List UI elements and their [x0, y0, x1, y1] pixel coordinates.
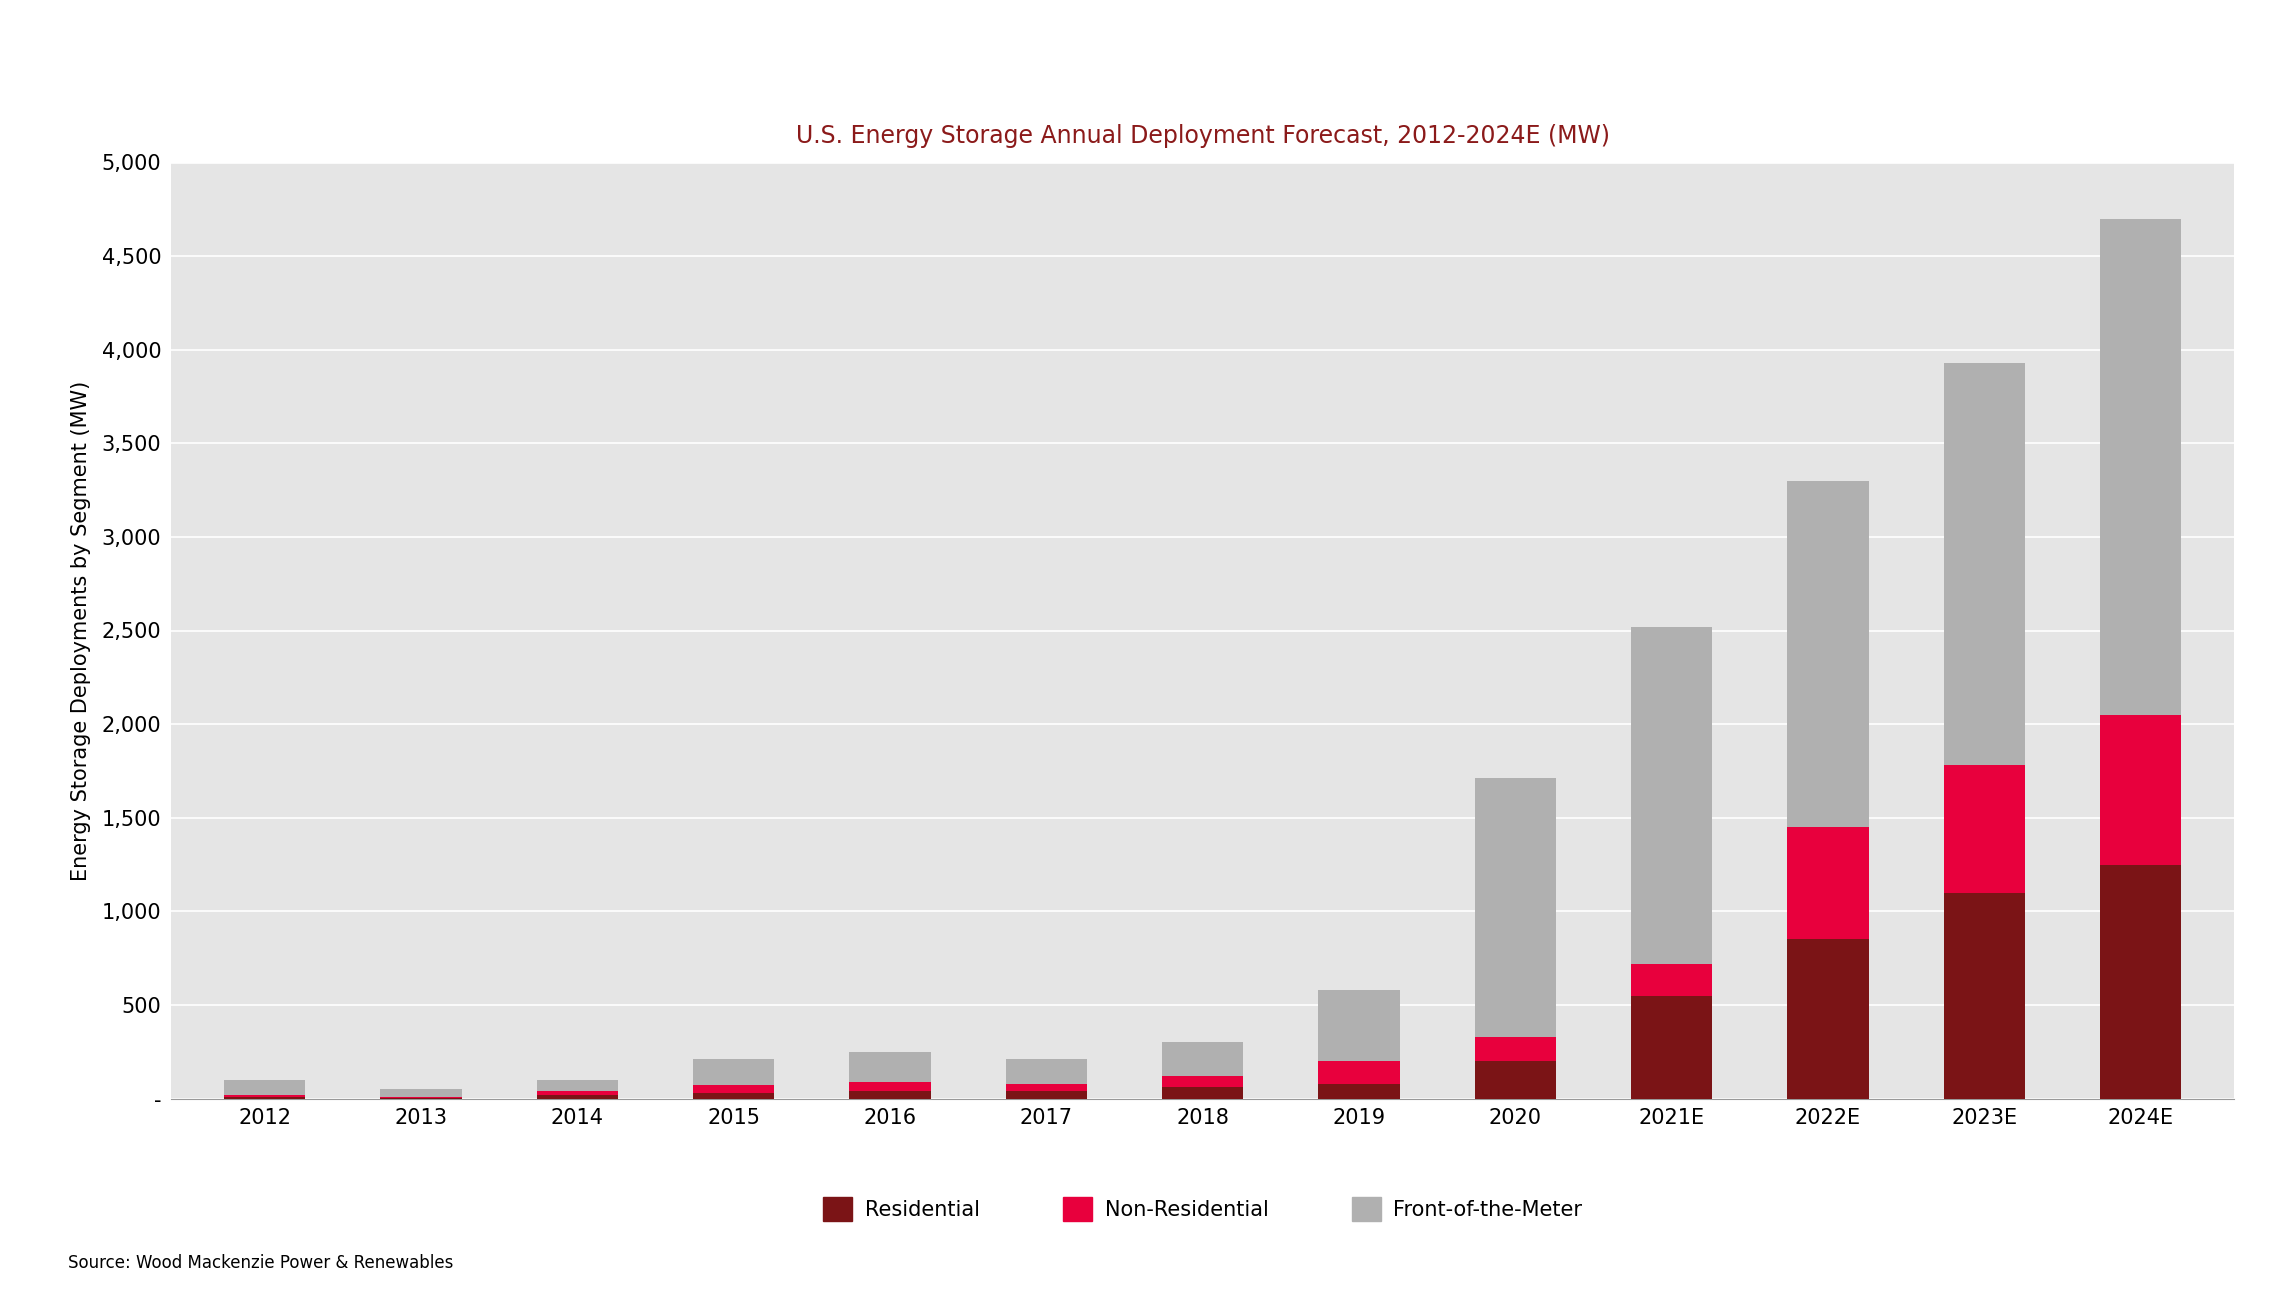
- Bar: [850, 1052, 930, 1082]
- Bar: [1475, 779, 1555, 1036]
- Bar: [1475, 1036, 1555, 1061]
- Bar: [1475, 1061, 1555, 1098]
- Bar: [1630, 627, 1712, 963]
- Bar: [1005, 1083, 1088, 1091]
- Bar: [850, 1082, 930, 1091]
- Bar: [536, 1095, 618, 1098]
- Bar: [2100, 218, 2182, 715]
- Bar: [1318, 1061, 1400, 1083]
- Bar: [1005, 1091, 1088, 1098]
- Bar: [1943, 363, 2025, 766]
- Bar: [2100, 715, 2182, 865]
- Bar: [223, 1080, 306, 1095]
- Bar: [536, 1080, 618, 1091]
- Bar: [1630, 963, 1712, 996]
- Bar: [223, 1095, 306, 1097]
- Text: U.S. ENERGY STORAGE ANNUAL DEPLOYMENTS WILL REACH 4.7 GW BY 2024: U.S. ENERGY STORAGE ANNUAL DEPLOYMENTS W…: [394, 66, 1886, 100]
- Legend: Residential, Non-Residential, Front-of-the-Meter: Residential, Non-Residential, Front-of-t…: [814, 1188, 1591, 1230]
- Y-axis label: Energy Storage Deployments by Segment (MW): Energy Storage Deployments by Segment (M…: [71, 381, 91, 880]
- Bar: [1163, 1087, 1243, 1098]
- Bar: [1943, 893, 2025, 1098]
- Bar: [1005, 1060, 1088, 1083]
- Bar: [1163, 1043, 1243, 1076]
- Bar: [2100, 864, 2182, 1098]
- Bar: [223, 1097, 306, 1098]
- Bar: [693, 1060, 775, 1086]
- Bar: [1163, 1076, 1243, 1087]
- Text: Source: Wood Mackenzie Power & Renewables: Source: Wood Mackenzie Power & Renewable…: [68, 1253, 454, 1271]
- Bar: [381, 1089, 463, 1097]
- Bar: [536, 1091, 618, 1095]
- Title: U.S. Energy Storage Annual Deployment Forecast, 2012-2024E (MW): U.S. Energy Storage Annual Deployment Fo…: [796, 124, 1610, 148]
- Bar: [693, 1086, 775, 1093]
- Bar: [1318, 989, 1400, 1061]
- Bar: [850, 1091, 930, 1098]
- Bar: [1318, 1083, 1400, 1098]
- Bar: [693, 1093, 775, 1098]
- Bar: [1788, 940, 1870, 1098]
- Bar: [1788, 481, 1870, 827]
- Bar: [1788, 827, 1870, 940]
- Bar: [1630, 996, 1712, 1098]
- Bar: [1943, 766, 2025, 893]
